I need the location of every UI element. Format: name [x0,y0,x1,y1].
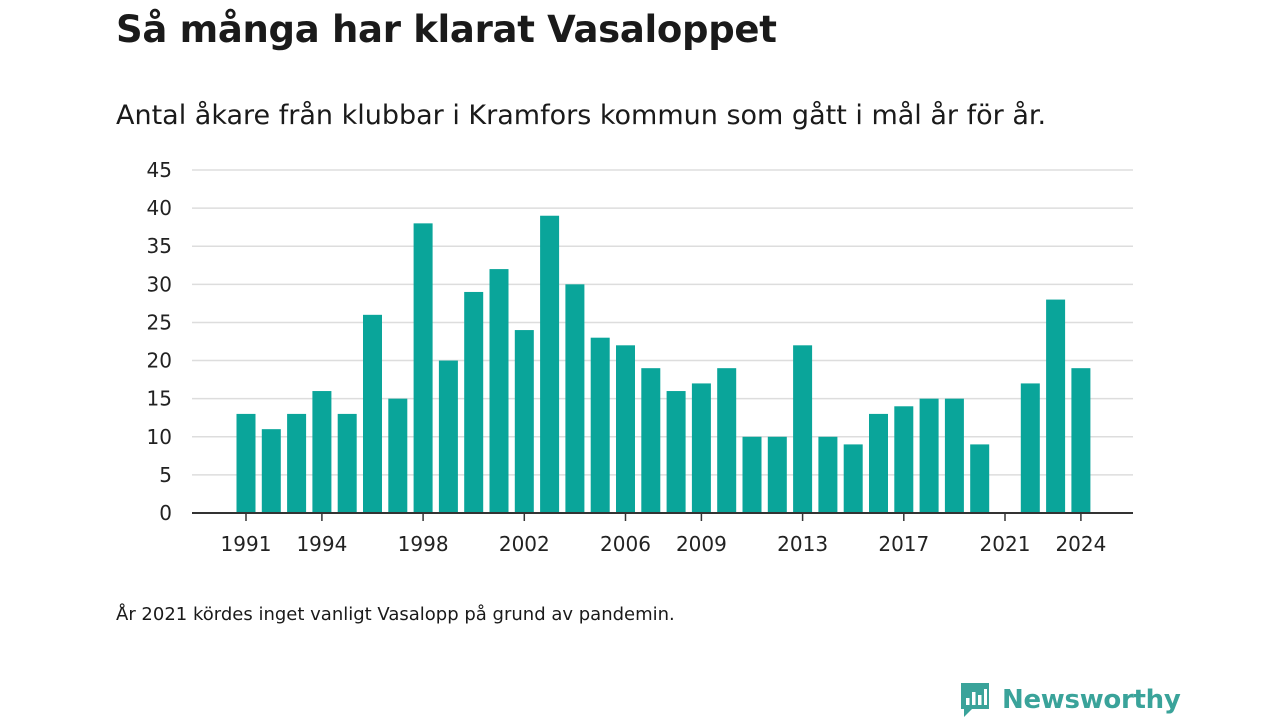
bar-1998 [413,223,433,513]
bar-2002 [514,330,534,513]
bar-2010 [717,368,737,513]
x-tick-label: 2017 [878,532,929,556]
bar-2008 [666,391,686,513]
bars [236,215,1091,513]
y-tick-label: 25 [147,310,172,334]
bar-1995 [337,413,357,513]
x-tick-label: 2021 [980,532,1031,556]
brand-logo[interactable]: Newsworthy [958,680,1181,720]
x-tick-label: 2024 [1055,532,1106,556]
bar-2020 [970,444,990,513]
bar-1996 [363,314,382,513]
bar-2007 [641,368,661,513]
bar-chart: 0 5 10 15 20 25 30 35 40 45 1991 1994 1998 2002 2006 20… [147,158,1133,556]
bar-2022 [1020,383,1040,513]
chart-title: Så många har klarat Vasaloppet [116,8,777,51]
x-tick-label: 1998 [398,532,449,556]
axes: 0 5 10 15 20 25 30 35 40 45 1991 1994 1998 2002 2006 20… [147,158,1133,556]
x-tick-label: 2002 [499,532,550,556]
bar-1999 [438,360,458,513]
x-tick-label: 1991 [221,532,272,556]
bar-1994 [312,391,332,513]
bar-2016 [869,413,888,513]
bar-2009 [691,383,711,513]
bar-2017 [894,406,914,513]
bar-2012 [767,436,787,513]
brand-name: Newsworthy [1002,685,1181,715]
bar-2013 [793,345,813,513]
bar-2024 [1071,368,1091,513]
y-tick-label: 45 [147,158,172,182]
bar-2001 [489,269,509,513]
bar-1997 [388,398,408,513]
y-tick-label: 40 [147,196,172,220]
y-tick-label: 20 [147,349,172,373]
y-tick-label: 35 [147,234,172,258]
bar-1993 [287,413,307,513]
bar-1992 [261,429,281,513]
bar-2004 [565,284,585,513]
y-tick-label: 30 [147,272,172,296]
y-tick-label: 5 [159,463,172,487]
footnote: År 2021 kördes inget vanligt Vasalopp på… [116,604,675,625]
bar-2005 [590,337,610,513]
bar-2023 [1046,299,1066,513]
x-tick-label: 2009 [676,532,727,556]
bar-2006 [616,345,635,513]
x-tick-label: 2013 [777,532,828,556]
x-tick-label: 1994 [296,532,347,556]
bar-2003 [540,215,560,513]
bar-2000 [464,291,484,513]
bar-2011 [742,436,762,513]
newsworthy-logo-icon [961,683,989,717]
bar-2015 [843,444,863,513]
chart-subtitle: Antal åkare från klubbar i Kramfors komm… [116,100,1047,131]
y-tick-label: 15 [147,387,172,411]
y-tick-label: 0 [159,501,172,525]
bar-2018 [919,398,939,513]
x-tick-label: 2006 [600,532,651,556]
bar-2014 [818,436,838,513]
bar-2019 [944,398,964,513]
grid-lines [192,169,1133,476]
bar-1991 [236,413,256,513]
y-tick-label: 10 [147,425,172,449]
